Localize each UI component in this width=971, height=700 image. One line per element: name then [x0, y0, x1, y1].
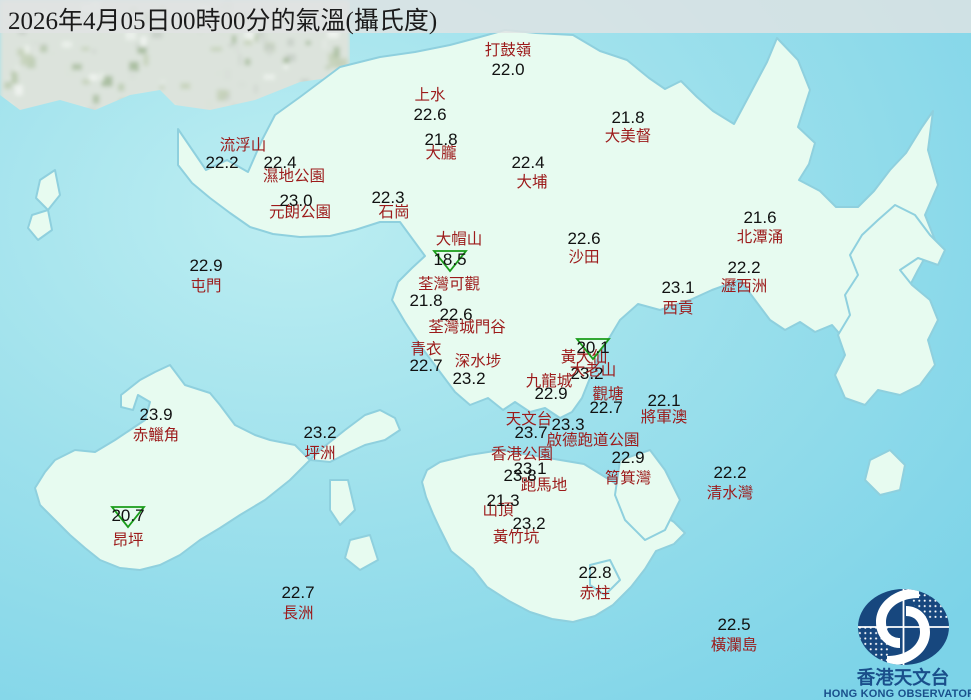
svg-text:21.8: 21.8: [424, 130, 457, 149]
svg-text:18.5: 18.5: [433, 250, 466, 269]
svg-text:瀝西洲: 瀝西洲: [721, 277, 768, 295]
svg-text:清水灣: 清水灣: [707, 484, 754, 502]
svg-text:22.2: 22.2: [205, 153, 238, 172]
svg-text:23.1: 23.1: [661, 278, 694, 297]
svg-text:22.9: 22.9: [534, 384, 567, 403]
svg-text:20.7: 20.7: [111, 506, 144, 525]
svg-text:22.2: 22.2: [727, 258, 760, 277]
svg-text:22.7: 22.7: [409, 356, 442, 375]
svg-text:22.9: 22.9: [611, 448, 644, 467]
svg-text:大帽山: 大帽山: [436, 230, 483, 248]
svg-text:21.8: 21.8: [409, 291, 442, 310]
svg-text:23.2: 23.2: [303, 423, 336, 442]
svg-text:21.6: 21.6: [743, 208, 776, 227]
svg-text:22.4: 22.4: [511, 153, 544, 172]
svg-text:21.3: 21.3: [486, 491, 519, 510]
svg-text:22.1: 22.1: [647, 391, 680, 410]
svg-text:20.1: 20.1: [576, 338, 609, 357]
svg-text:22.3: 22.3: [371, 188, 404, 207]
svg-text:大埔: 大埔: [516, 173, 547, 191]
svg-text:HONG KONG OBSERVATORY: HONG KONG OBSERVATORY: [824, 688, 971, 700]
svg-text:沙田: 沙田: [568, 249, 599, 266]
svg-text:長洲: 長洲: [282, 605, 313, 622]
svg-text:22.8: 22.8: [578, 563, 611, 582]
svg-text:23.0: 23.0: [279, 191, 312, 210]
svg-text:22.9: 22.9: [189, 256, 222, 275]
svg-text:21.8: 21.8: [611, 108, 644, 127]
svg-text:深水埗: 深水埗: [455, 352, 502, 370]
svg-text:屯門: 屯門: [190, 277, 221, 295]
svg-text:23.7: 23.7: [514, 423, 547, 442]
svg-text:大老山: 大老山: [570, 361, 617, 379]
svg-text:22.0: 22.0: [491, 60, 524, 79]
svg-text:22.6: 22.6: [413, 105, 446, 124]
svg-text:筲箕灣: 筲箕灣: [605, 469, 652, 487]
svg-text:22.6: 22.6: [439, 305, 472, 324]
svg-text:23.2: 23.2: [512, 514, 545, 533]
svg-text:大美督: 大美督: [605, 127, 652, 145]
svg-text:23.8: 23.8: [503, 466, 536, 485]
svg-text:22.6: 22.6: [567, 229, 600, 248]
svg-text:上水: 上水: [414, 86, 446, 104]
svg-text:昂坪: 昂坪: [112, 531, 143, 549]
svg-text:赤柱: 赤柱: [579, 584, 610, 602]
svg-text:北潭涌: 北潭涌: [737, 228, 784, 246]
svg-text:22.4: 22.4: [263, 153, 296, 172]
svg-text:打鼓嶺: 打鼓嶺: [485, 41, 532, 59]
svg-text:23.2: 23.2: [452, 369, 485, 388]
svg-text:23.9: 23.9: [139, 405, 172, 424]
svg-text:22.7: 22.7: [281, 583, 314, 602]
svg-text:23.3: 23.3: [551, 415, 584, 434]
svg-text:坪洲: 坪洲: [304, 444, 335, 462]
svg-text:橫瀾島: 橫瀾島: [711, 636, 758, 654]
svg-text:22.2: 22.2: [713, 463, 746, 482]
svg-text:西貢: 西貢: [662, 300, 693, 317]
svg-text:將軍澳: 將軍澳: [641, 408, 688, 426]
svg-text:22.5: 22.5: [717, 615, 750, 634]
svg-text:香港天文台: 香港天文台: [856, 667, 950, 688]
svg-text:流浮山: 流浮山: [220, 136, 267, 154]
svg-text:赤鱲角: 赤鱲角: [133, 426, 180, 444]
svg-text:22.7: 22.7: [589, 398, 622, 417]
